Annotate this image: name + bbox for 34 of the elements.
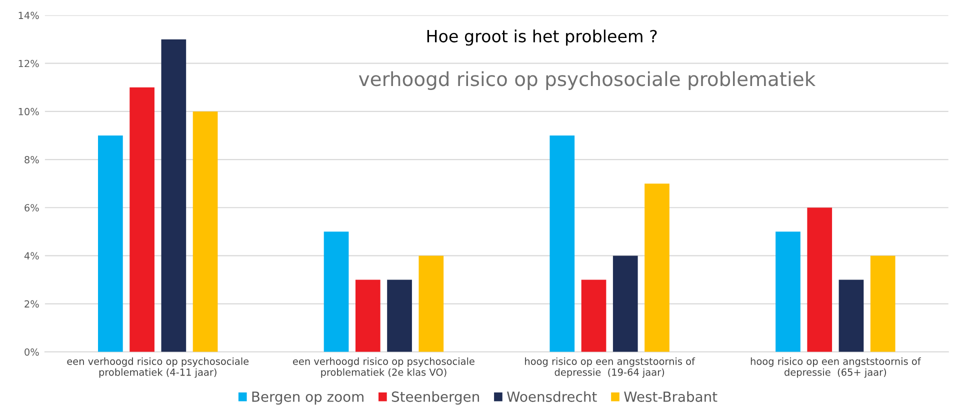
y-tick-label: 12%: [18, 60, 39, 68]
bar: [192, 111, 218, 352]
bar: [870, 256, 896, 352]
bar: [98, 135, 123, 352]
text: Hoe groot is het probleem ?: [427, 30, 657, 46]
y-tick-label: 0%: [24, 348, 39, 356]
legend-label: Bergen op zoom: [252, 392, 364, 405]
legend-label: Steenbergen: [392, 391, 479, 405]
bar: [161, 39, 186, 352]
legend-label: West-Brabant: [624, 391, 718, 402]
bar: [644, 184, 670, 352]
text: verhoogd risico op psychosociale problematiek: [358, 71, 816, 90]
bar: [418, 256, 444, 352]
bar: [387, 280, 412, 352]
bar: [612, 256, 638, 352]
bar: [581, 280, 606, 352]
x-tick-label: hoog risico op een angststoornis of depressie (19-64 jaar): [525, 357, 696, 378]
y-tick-label: 8%: [24, 156, 39, 164]
y-tick-label: 4%: [24, 252, 39, 260]
y-tick-label: 10%: [18, 108, 39, 116]
bar: [776, 232, 800, 352]
bar: [807, 208, 832, 352]
bar: [324, 232, 349, 352]
bar: [355, 280, 380, 352]
legend-label: Woensdrecht: [507, 391, 597, 402]
x-tick-label: een verhoogd risico op psychosociale problematiek (4-11 jaar): [67, 357, 249, 378]
y-tick-label: 14%: [18, 12, 39, 20]
x-tick-label: een verhoogd risico op psychosociale problematiek (2e klas VO): [293, 357, 474, 378]
x-tick-label: hoog risico op een angststoornis of depressie (65+ jaar): [750, 357, 921, 378]
bar: [550, 135, 575, 352]
bar: [838, 280, 864, 352]
y-tick-label: 6%: [24, 204, 39, 212]
bar: [130, 87, 154, 352]
y-tick-label: 2%: [24, 300, 39, 308]
